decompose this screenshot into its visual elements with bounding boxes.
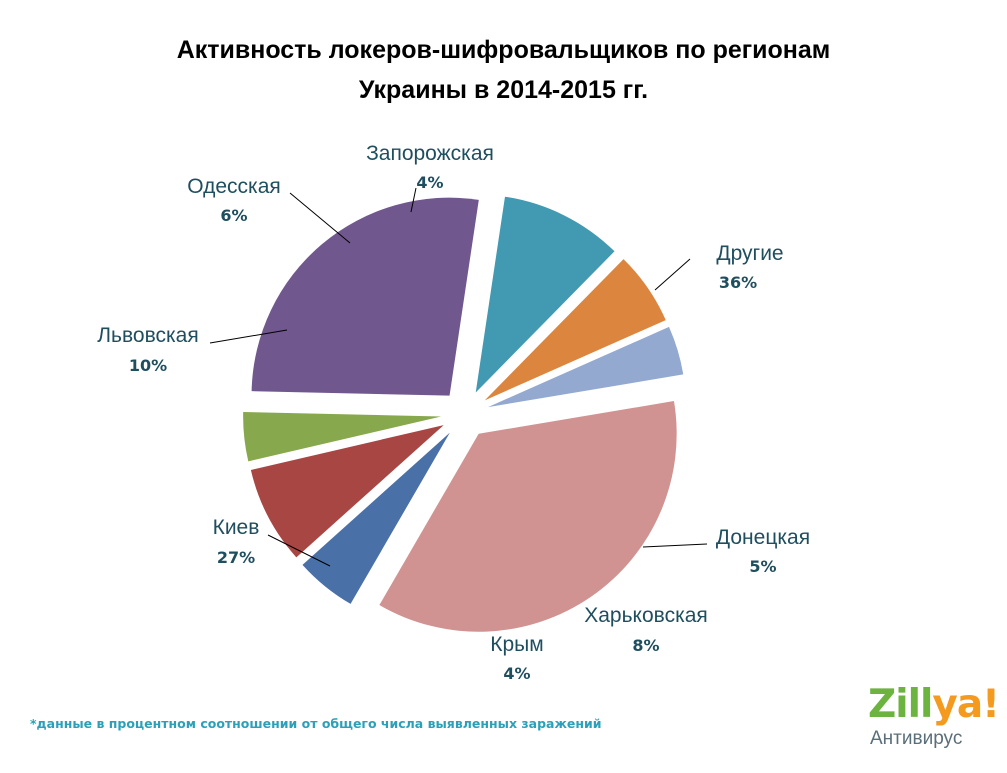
pie-slice (487, 326, 684, 408)
slice-name-label: Запорожская (366, 142, 494, 165)
slice-value-label: 27% (217, 548, 255, 567)
chart-title-line-2: Украины в 2014-2015 гг. (358, 76, 649, 104)
logo-word-accent: ya! (932, 682, 1000, 727)
zillya-logo: Zillya! Антивирус (868, 682, 1000, 762)
logo-subtitle: Антивирус (870, 728, 963, 749)
slice-value-label: 4% (416, 173, 443, 192)
slice-name-label: Одесская (187, 175, 281, 198)
pie-slice (302, 432, 450, 604)
leader-line (642, 543, 708, 548)
slice-name-label: Донецкая (716, 526, 810, 549)
slice-value-label: 10% (129, 356, 167, 375)
slice-value-label: 6% (220, 206, 247, 225)
slice-value-label: 4% (503, 664, 530, 683)
pie-slice (484, 259, 666, 401)
leader-line (410, 187, 417, 213)
slice-name-label: Другие (716, 242, 783, 265)
slice-value-label: 5% (749, 557, 776, 576)
logo-wordmark: Zillya! (868, 682, 1000, 727)
leader-line (654, 258, 691, 291)
chart-title-line-1: Активность локеров-шифровальщиков по рег… (176, 36, 831, 64)
logo-word-main: Zill (868, 682, 933, 727)
slice-name-label: Львовская (97, 324, 198, 347)
slice-name-label: Киев (213, 516, 260, 539)
pie-slice (251, 197, 479, 396)
pie-slice (243, 411, 442, 462)
pie-slice (475, 196, 615, 393)
footnote: *данные в процентном соотношении от обще… (30, 716, 602, 731)
slice-name-label: Крым (490, 633, 543, 656)
chart-title: Активность локеров-шифровальщиков по рег… (0, 30, 1007, 110)
slice-value-label: 8% (632, 636, 659, 655)
leader-line (289, 192, 351, 244)
pie-slice (250, 425, 444, 558)
pie-slice (379, 401, 677, 632)
leader-line (209, 329, 288, 344)
slice-name-label: Харьковская (584, 604, 708, 627)
leader-line (267, 534, 331, 567)
slice-value-label: 36% (719, 273, 757, 292)
